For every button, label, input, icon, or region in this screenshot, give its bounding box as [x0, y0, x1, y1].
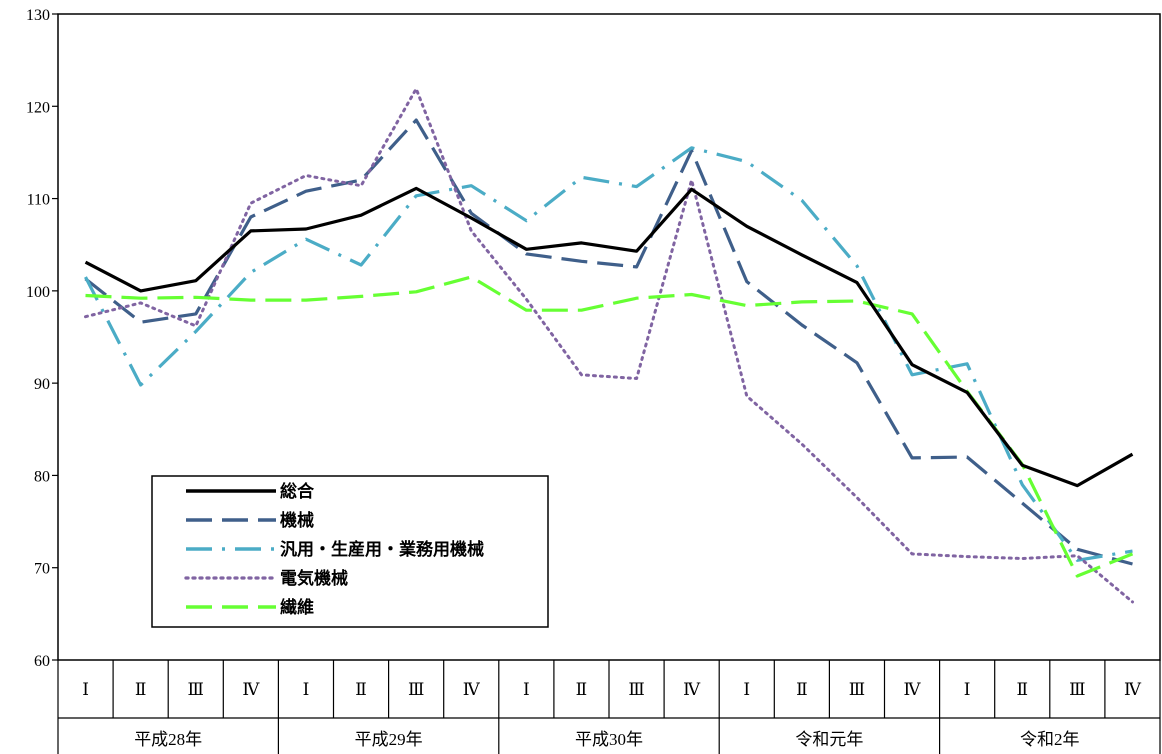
y-tick-label: 130 — [26, 7, 50, 24]
x-tick-label: Ⅰ — [82, 680, 89, 699]
y-tick-label: 60 — [34, 653, 50, 670]
x-tick-label: Ⅲ — [628, 680, 644, 699]
x-group-label: 平成28年 — [134, 730, 202, 749]
y-tick-label: 70 — [34, 561, 50, 578]
x-tick-label: Ⅰ — [743, 680, 750, 699]
x-tick-label: Ⅳ — [904, 680, 922, 699]
legend-label: 汎用・生産用・業務用機械 — [280, 539, 484, 560]
x-tick-label: Ⅱ — [576, 680, 588, 699]
x-tick-label: Ⅰ — [303, 680, 310, 699]
x-tick-label: Ⅱ — [135, 680, 147, 699]
y-tick-label: 100 — [26, 284, 50, 301]
series-line-0 — [84, 186, 1134, 488]
x-tick-label: Ⅳ — [463, 680, 481, 699]
x-tick-label: Ⅲ — [1069, 680, 1085, 699]
x-tick-label: Ⅳ — [1124, 680, 1142, 699]
y-tick-label: 90 — [34, 376, 50, 393]
legend-label: 機械 — [280, 510, 314, 531]
series-line-1 — [84, 118, 1133, 566]
series-line-4 — [85, 275, 1134, 578]
x-tick-label: Ⅲ — [849, 680, 865, 699]
x-group-label: 平成29年 — [355, 730, 423, 749]
y-axis: 60 70 80 90 100 110 120 130 — [26, 7, 58, 670]
x-tick-label: Ⅰ — [523, 680, 530, 699]
x-tick-label: Ⅳ — [683, 680, 701, 699]
series-line-2 — [84, 146, 1133, 562]
x-tick-label: Ⅲ — [188, 680, 204, 699]
legend-label: 繊維 — [280, 597, 314, 618]
legend-label: 総合 — [280, 481, 315, 502]
x-tick-label: Ⅳ — [242, 680, 260, 699]
series-line-3 — [84, 87, 1134, 604]
x-axis: Ⅰ Ⅱ Ⅲ Ⅳ Ⅰ Ⅱ Ⅲ Ⅳ Ⅰ Ⅱ Ⅲ Ⅳ Ⅰ Ⅱ Ⅲ Ⅳ Ⅰ Ⅱ Ⅲ Ⅳ 平成28年 平成29年 平成30年 令和元年 令… — [57, 660, 1161, 754]
x-group-label: 令和元年 — [795, 730, 863, 749]
x-tick-label: Ⅱ — [796, 680, 808, 699]
x-group-label: 令和2年 — [1020, 730, 1080, 749]
x-tick-label: Ⅱ — [1016, 680, 1028, 699]
y-tick-label: 110 — [27, 192, 50, 209]
x-group-label: 平成30年 — [575, 730, 643, 749]
series-layer — [84, 87, 1134, 604]
x-tick-label: Ⅱ — [355, 680, 367, 699]
x-tick-label: Ⅲ — [408, 680, 424, 699]
y-tick-label: 120 — [26, 99, 50, 116]
legend-label: 電気機械 — [280, 568, 348, 589]
legend-box — [151, 475, 549, 628]
x-tick-label: Ⅰ — [964, 680, 971, 699]
y-tick-label: 80 — [34, 468, 50, 485]
